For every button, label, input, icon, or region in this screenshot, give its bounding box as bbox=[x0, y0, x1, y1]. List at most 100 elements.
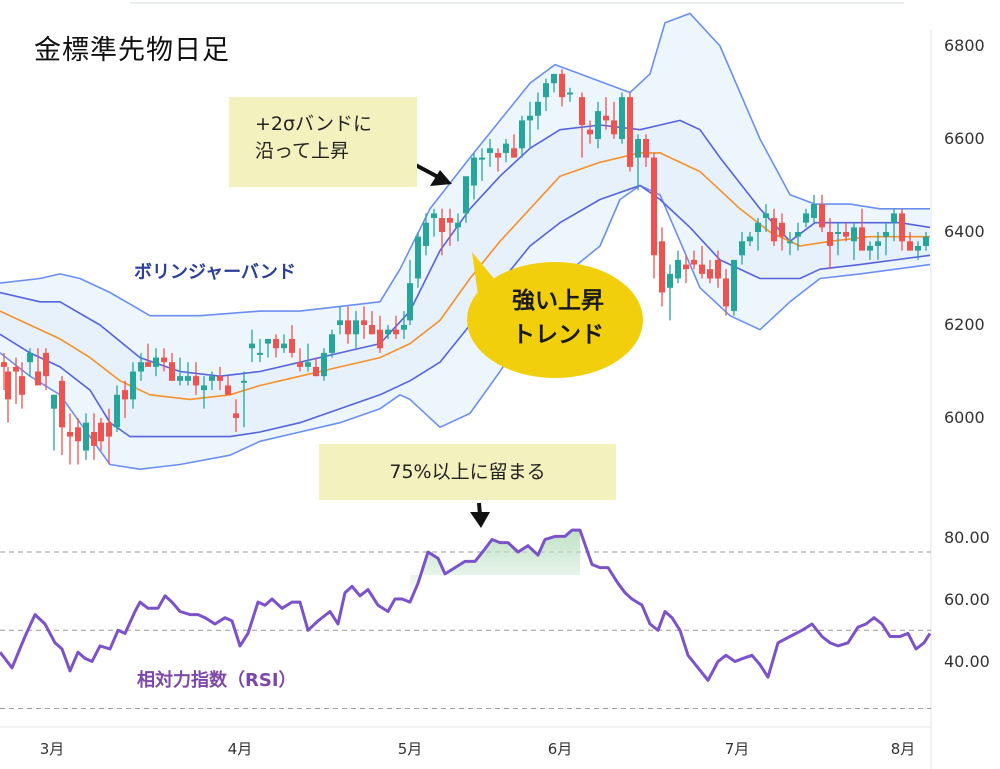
candle-body bbox=[731, 259, 737, 312]
candle-body bbox=[667, 273, 673, 288]
bubble-line-1: 強い上昇 bbox=[512, 288, 604, 314]
candle-body bbox=[543, 83, 549, 98]
candle-body bbox=[923, 236, 929, 246]
candle-body bbox=[114, 394, 120, 428]
rsi-tick-40: 40.00 bbox=[944, 652, 990, 671]
price-tick-6400: 6400 bbox=[944, 222, 985, 241]
candle-body bbox=[511, 148, 517, 158]
candle-body bbox=[353, 320, 359, 335]
candle-body bbox=[635, 139, 641, 158]
candle-body bbox=[463, 176, 469, 214]
candle-body bbox=[329, 334, 335, 353]
candle-body bbox=[675, 259, 681, 279]
candle-body bbox=[795, 232, 801, 237]
candle-body bbox=[707, 269, 713, 279]
candle-body bbox=[5, 371, 11, 400]
candle-body bbox=[209, 376, 215, 381]
candle-body bbox=[361, 320, 367, 325]
candle-body bbox=[233, 413, 239, 418]
candle-body bbox=[193, 376, 199, 386]
candle-body bbox=[559, 73, 565, 98]
inner-band-fill bbox=[0, 120, 930, 437]
candlesticks bbox=[1, 69, 929, 465]
candle-body bbox=[843, 232, 849, 237]
candle-body bbox=[106, 422, 112, 437]
candle-body bbox=[415, 236, 421, 279]
month-tick-aug: 8月 bbox=[890, 740, 916, 758]
candle-body bbox=[891, 213, 897, 223]
candle-body bbox=[145, 362, 151, 367]
candle-body bbox=[313, 366, 319, 377]
candle-body bbox=[249, 343, 255, 349]
candle-body bbox=[771, 218, 777, 242]
candle-body bbox=[305, 362, 311, 367]
candle-body bbox=[471, 157, 477, 186]
candle-body bbox=[587, 129, 593, 135]
candle-body bbox=[803, 213, 809, 223]
candle-body bbox=[747, 236, 753, 242]
annotation-graphics bbox=[407, 159, 643, 528]
candle-body bbox=[130, 371, 136, 400]
candle-body bbox=[643, 139, 649, 158]
candle-body bbox=[883, 232, 889, 237]
chart-title: 金標準先物日足 bbox=[34, 35, 230, 66]
candle-body bbox=[611, 120, 617, 135]
band-note-box: +2σバンドに 沿って上昇 bbox=[229, 97, 417, 187]
candle-body bbox=[153, 357, 159, 367]
candle-body bbox=[265, 338, 271, 344]
candle-body bbox=[423, 222, 429, 246]
candle-body bbox=[659, 241, 665, 293]
candle-body bbox=[83, 422, 89, 451]
band-note-line-1: +2σバンドに bbox=[255, 113, 373, 135]
candle-body bbox=[122, 390, 128, 400]
candle-body bbox=[225, 385, 231, 395]
month-tick-may: 5月 bbox=[397, 740, 423, 758]
lower-2sigma-line bbox=[0, 184, 931, 471]
candle-body bbox=[527, 115, 533, 121]
candle-body bbox=[867, 245, 873, 251]
candle-body bbox=[407, 283, 413, 321]
candle-body bbox=[551, 73, 557, 84]
candle-body bbox=[217, 376, 223, 381]
trend-bubble-text: 強い上昇 トレンド bbox=[478, 284, 638, 352]
candle-body bbox=[455, 222, 461, 228]
rsi-arrow-head-icon bbox=[470, 512, 490, 528]
candle-body bbox=[138, 362, 144, 372]
candle-body bbox=[337, 320, 343, 325]
month-tick-jun: 6月 bbox=[547, 740, 573, 758]
month-tick-apr: 4月 bbox=[227, 740, 253, 758]
candle-body bbox=[819, 204, 825, 228]
candle-body bbox=[59, 380, 65, 428]
candle-body bbox=[369, 325, 375, 335]
candle-body bbox=[827, 232, 833, 246]
candle-body bbox=[431, 213, 437, 219]
candle-body bbox=[535, 101, 541, 116]
candle-body bbox=[75, 427, 81, 442]
candle-body bbox=[401, 325, 407, 330]
candle-body bbox=[723, 278, 729, 307]
rsi-label: 相対力指数（RSI） bbox=[137, 670, 297, 691]
candle-body bbox=[13, 366, 19, 372]
candle-body bbox=[495, 152, 501, 158]
candle-body bbox=[43, 352, 49, 377]
lower-1sigma-line bbox=[0, 184, 931, 438]
candle-body bbox=[691, 259, 697, 265]
candle-body bbox=[915, 245, 921, 251]
band-arrow-head-icon bbox=[430, 170, 452, 186]
candle-body bbox=[91, 431, 97, 446]
candle-body bbox=[739, 241, 745, 256]
candle-body bbox=[487, 148, 493, 153]
candle-body bbox=[595, 111, 601, 139]
candle-body bbox=[273, 338, 279, 349]
candle-body bbox=[385, 329, 391, 335]
candle-body bbox=[161, 357, 167, 363]
candle-body bbox=[67, 431, 73, 437]
candle-body bbox=[19, 376, 25, 395]
candle-body bbox=[699, 264, 705, 274]
candle-body bbox=[651, 157, 657, 256]
candle-body bbox=[579, 97, 585, 126]
month-tick-jul: 7月 bbox=[724, 740, 750, 758]
candle-body bbox=[619, 97, 625, 139]
candle-body bbox=[297, 362, 303, 367]
